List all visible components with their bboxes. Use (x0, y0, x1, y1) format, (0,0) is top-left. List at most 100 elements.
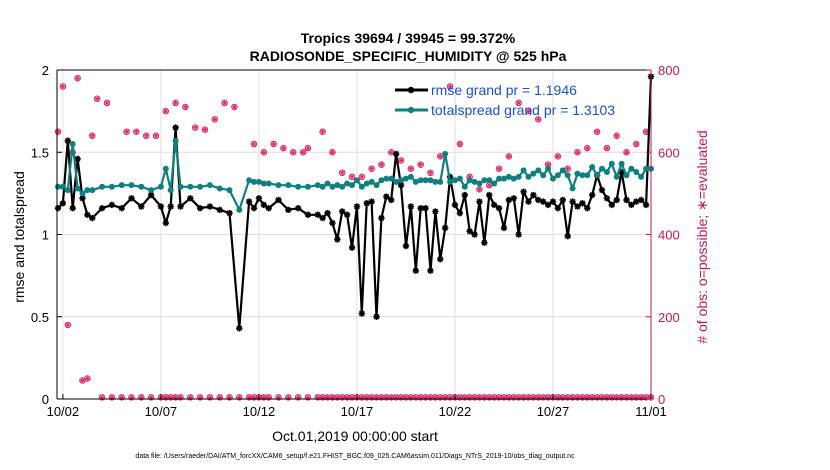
spread-point (118, 182, 125, 189)
spread-point (373, 182, 380, 189)
obs-possible-marker (319, 128, 326, 135)
x-tick-label: 10/07 (145, 404, 178, 419)
obs-evaluated-marker (79, 377, 85, 383)
obs-possible-marker (162, 107, 170, 115)
obs-evaluated-marker (329, 149, 335, 155)
rmse-point (162, 219, 170, 227)
obs-evaluated-marker (231, 104, 237, 110)
obs-possible-marker (93, 95, 101, 103)
y-right-tick-label: 0 (658, 392, 665, 407)
obs-evaluated-marker (104, 100, 110, 106)
spread-point (108, 183, 115, 190)
obs-evaluated-marker (124, 129, 130, 135)
y-axis-right-label: # of obs: o=possible; ∗=evaluated (694, 130, 710, 343)
rmse-point (334, 236, 341, 243)
y-left-tick-label: 2 (42, 63, 49, 78)
rmse-point (628, 201, 635, 209)
obs-evaluated-marker (261, 149, 267, 155)
rmse-point (608, 201, 615, 209)
obs-possible-marker (187, 394, 194, 401)
spread-point (549, 175, 556, 182)
obs-possible-marker (584, 144, 591, 152)
obs-evaluated-marker (584, 145, 590, 151)
obs-possible-marker (59, 83, 67, 90)
spread-point (255, 178, 262, 185)
spread-point (422, 177, 429, 184)
obs-evaluated-marker (182, 104, 188, 110)
rmse-point (495, 204, 503, 212)
footer-data-file: data file: /Users/raeder/DAI/ATM_forcXX/… (135, 453, 575, 460)
y-right-tick-label: 400 (658, 228, 680, 243)
obs-possible-marker (250, 140, 258, 148)
obs-possible-marker (98, 394, 106, 401)
obs-possible-marker (525, 107, 532, 115)
rmse-point (260, 201, 268, 209)
x-axis-label: Oct.01,2019 00:00:00 start (272, 428, 438, 444)
obs-possible-marker (378, 161, 385, 168)
spread-point (216, 185, 223, 192)
chart-title-line1: Tropics 39694 / 39945 = 99.372% (301, 30, 516, 46)
obs-evaluated-marker (408, 166, 414, 172)
obs-possible-marker (633, 140, 640, 148)
rmse-point (343, 211, 351, 218)
rmse-point (108, 201, 116, 209)
rmse-point (500, 224, 508, 232)
obs-evaluated-marker (594, 129, 600, 135)
obs-evaluated-marker (437, 153, 443, 159)
obs-possible-marker (446, 83, 454, 90)
obs-possible-marker (226, 394, 233, 401)
obs-evaluated-marker (555, 153, 561, 159)
rmse-point (456, 209, 464, 217)
obs-evaluated-marker (516, 100, 522, 106)
obs-possible-marker (182, 103, 189, 111)
rmse-point (339, 208, 346, 215)
obs-evaluated-marker (623, 149, 629, 155)
obs-possible-marker (138, 394, 145, 401)
rmse-point (544, 201, 552, 209)
rmse-point (539, 198, 547, 205)
obs-possible-marker (108, 394, 116, 401)
spread-point (486, 177, 493, 184)
obs-possible-marker (265, 394, 272, 401)
rmse-point (294, 204, 302, 212)
spread-point (226, 187, 233, 194)
rmse-point (373, 313, 380, 320)
obs-evaluated-marker (369, 166, 375, 172)
spread-point (251, 178, 258, 185)
rmse-point (353, 203, 361, 210)
obs-possible-marker (289, 148, 297, 156)
x-tick-label: 10/22 (439, 404, 472, 419)
obs-possible-marker (623, 148, 630, 156)
y-left-tick-label: 0 (42, 392, 49, 407)
spread-point (510, 175, 517, 182)
spread-point (69, 141, 76, 148)
rmse-point (535, 196, 542, 204)
obs-evaluated-marker (271, 141, 277, 147)
obs-possible-marker (427, 169, 434, 177)
rmse-point (392, 150, 400, 158)
spread-point (339, 183, 346, 190)
obs-possible-marker (495, 165, 503, 172)
spread-point (157, 183, 164, 190)
obs-evaluated-marker (604, 145, 610, 151)
spread-point (554, 172, 561, 179)
rmse-point (407, 203, 415, 210)
x-tick-label: 10/02 (47, 404, 80, 419)
spread-point (167, 187, 174, 194)
rmse-point (427, 267, 434, 274)
y-left-tick-label: 0.5 (31, 310, 49, 325)
obs-possible-marker (191, 124, 199, 131)
spread-point (59, 183, 66, 190)
spread-point (162, 165, 169, 172)
spread-point (598, 165, 605, 172)
obs-evaluated-marker (212, 116, 218, 122)
spread-point (589, 164, 596, 171)
obs-evaluated-marker (222, 100, 228, 106)
spread-point (535, 167, 542, 174)
spread-point (628, 165, 635, 172)
spread-point (496, 175, 503, 182)
spread-point (584, 172, 591, 179)
y-axis-left-label: rmse and totalspread (11, 171, 27, 303)
spread-point (466, 177, 473, 184)
obs-evaluated-marker (427, 170, 433, 176)
